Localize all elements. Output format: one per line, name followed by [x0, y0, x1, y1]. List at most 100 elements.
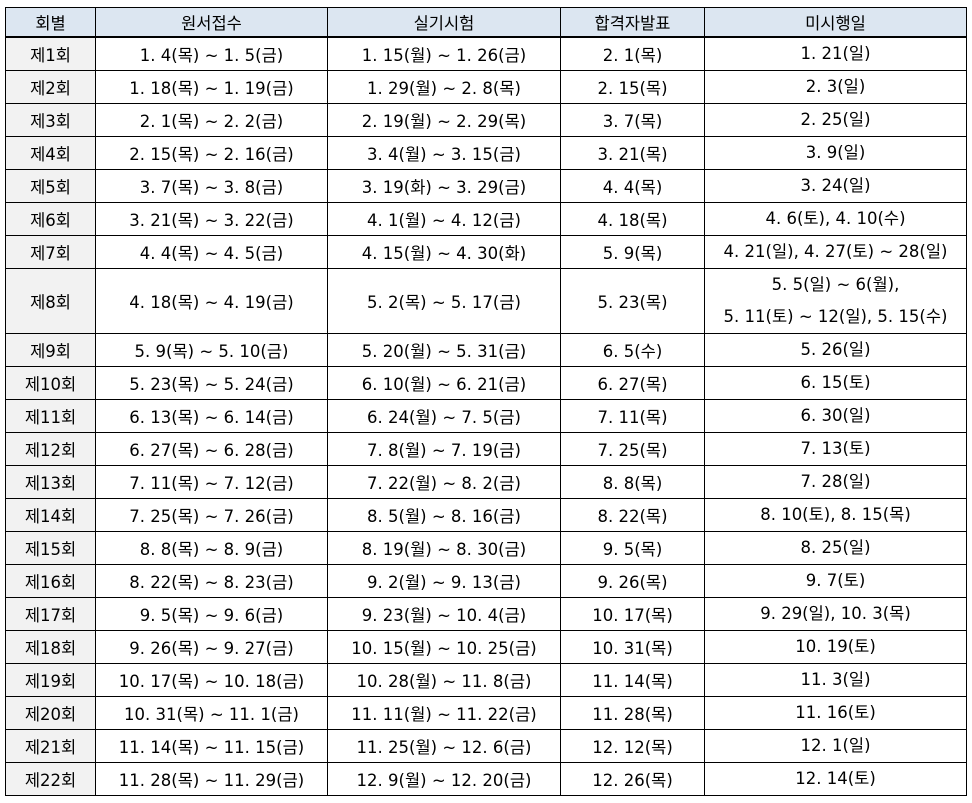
no-exam-days-cell: 4. 21(일), 4. 27(토) ~ 28(일) [704, 235, 967, 269]
exam-period-cell: 5. 2(목) ~ 5. 17(금) [327, 268, 561, 334]
round-cell: 제18회 [5, 630, 96, 664]
table-row: 제20회 10. 31(목) ~ 11. 1(금) 11. 11(월) ~ 11. … [5, 696, 967, 730]
round-cell: 제19회 [5, 663, 96, 697]
no-exam-days-line: 12. 1(일) [800, 736, 871, 755]
round-cell: 제22회 [5, 762, 96, 796]
exam-period-cell: 4. 15(월) ~ 4. 30(화) [327, 235, 561, 269]
application-period-cell: 5. 23(목) ~ 5. 24(금) [95, 366, 328, 400]
table-row: 제4회 2. 15(목) ~ 2. 16(금) 3. 4(월) ~ 3. 15(금)… [5, 136, 967, 170]
no-exam-days-line: 2. 3(일) [805, 77, 866, 96]
result-date-cell: 8. 22(목) [560, 498, 705, 532]
round-cell: 제13회 [5, 465, 96, 499]
header-result-announcement: 합격자발표 [560, 7, 705, 38]
no-exam-days-cell: 5. 5(일) ~ 6(월), 5. 11(토) ~ 12(일), 5. 15(수… [704, 268, 967, 334]
round-cell: 제1회 [5, 36, 96, 71]
result-date-cell: 3. 21(목) [560, 136, 705, 170]
round-cell: 제9회 [5, 333, 96, 367]
application-period-cell: 3. 21(목) ~ 3. 22(금) [95, 202, 328, 236]
table-row: 제1회 1. 4(목) ~ 1. 5(금) 1. 15(월) ~ 1. 26(금) 2… [5, 36, 967, 71]
no-exam-days-line: 10. 19(토) [795, 637, 876, 656]
table-row: 제9회 5. 9(목) ~ 5. 10(금) 5. 20(월) ~ 5. 31(금)… [5, 333, 967, 367]
round-cell: 제4회 [5, 136, 96, 170]
application-period-cell: 4. 18(목) ~ 4. 19(금) [95, 268, 328, 334]
application-period-cell: 8. 22(목) ~ 8. 23(금) [95, 564, 328, 598]
exam-period-cell: 10. 15(월) ~ 10. 25(금) [327, 630, 561, 664]
application-period-cell: 11. 14(목) ~ 11. 15(금) [95, 729, 328, 763]
application-period-cell: 1. 4(목) ~ 1. 5(금) [95, 36, 328, 71]
no-exam-days-line: 8. 10(토), 8. 15(목) [760, 505, 911, 524]
table-row: 제11회 6. 13(목) ~ 6. 14(금) 6. 24(월) ~ 7. 5(금… [5, 399, 967, 433]
no-exam-days-line: 5. 11(토) ~ 12(일), 5. 15(수) [723, 307, 948, 326]
table-row: 제5회 3. 7(목) ~ 3. 8(금) 3. 19(화) ~ 3. 29(금) 4… [5, 169, 967, 203]
no-exam-days-cell: 6. 30(일) [704, 399, 967, 433]
no-exam-days-cell: 6. 15(토) [704, 366, 967, 400]
exam-period-cell: 6. 10(월) ~ 6. 21(금) [327, 366, 561, 400]
header-row: 회별 원서접수 실기시험 합격자발표 미시행일 [5, 7, 967, 38]
application-period-cell: 10. 17(목) ~ 10. 18(금) [95, 663, 328, 697]
round-cell: 제11회 [5, 399, 96, 433]
no-exam-days-cell: 12. 14(토) [704, 762, 967, 796]
table-row: 제15회 8. 8(목) ~ 8. 9(금) 8. 19(월) ~ 8. 30(금)… [5, 531, 967, 565]
header-practical-exam: 실기시험 [327, 7, 561, 38]
round-cell: 제14회 [5, 498, 96, 532]
no-exam-days-line: 6. 15(토) [800, 373, 871, 392]
round-cell: 제21회 [5, 729, 96, 763]
no-exam-days-line: 1. 21(일) [800, 44, 871, 63]
exam-period-cell: 3. 4(월) ~ 3. 15(금) [327, 136, 561, 170]
exam-period-cell: 9. 23(월) ~ 10. 4(금) [327, 597, 561, 631]
table-row: 제22회 11. 28(목) ~ 11. 29(금) 12. 9(월) ~ 12. … [5, 762, 967, 796]
exam-period-cell: 1. 15(월) ~ 1. 26(금) [327, 36, 561, 71]
exam-period-cell: 3. 19(화) ~ 3. 29(금) [327, 169, 561, 203]
application-period-cell: 9. 5(목) ~ 9. 6(금) [95, 597, 328, 631]
result-date-cell: 4. 18(목) [560, 202, 705, 236]
exam-period-cell: 2. 19(월) ~ 2. 29(목) [327, 103, 561, 137]
table-row: 제6회 3. 21(목) ~ 3. 22(금) 4. 1(월) ~ 4. 12(금)… [5, 202, 967, 236]
no-exam-days-cell: 2. 3(일) [704, 70, 967, 104]
result-date-cell: 7. 11(목) [560, 399, 705, 433]
no-exam-days-line: 3. 24(일) [800, 176, 871, 195]
header-round: 회별 [5, 7, 96, 38]
no-exam-days-cell: 12. 1(일) [704, 729, 967, 763]
application-period-cell: 8. 8(목) ~ 8. 9(금) [95, 531, 328, 565]
round-cell: 제15회 [5, 531, 96, 565]
no-exam-days-line: 3. 9(일) [805, 143, 866, 162]
result-date-cell: 2. 1(목) [560, 36, 705, 71]
application-period-cell: 2. 1(목) ~ 2. 2(금) [95, 103, 328, 137]
round-cell: 제20회 [5, 696, 96, 730]
exam-period-cell: 12. 9(월) ~ 12. 20(금) [327, 762, 561, 796]
result-date-cell: 6. 5(수) [560, 333, 705, 367]
no-exam-days-line: 11. 3(일) [800, 670, 871, 689]
table-row: 제3회 2. 1(목) ~ 2. 2(금) 2. 19(월) ~ 2. 29(목) 3… [5, 103, 967, 137]
application-period-cell: 2. 15(목) ~ 2. 16(금) [95, 136, 328, 170]
no-exam-days-cell: 3. 24(일) [704, 169, 967, 203]
no-exam-days-line: 2. 25(일) [800, 110, 871, 129]
application-period-cell: 7. 25(목) ~ 7. 26(금) [95, 498, 328, 532]
round-cell: 제7회 [5, 235, 96, 269]
result-date-cell: 2. 15(목) [560, 70, 705, 104]
no-exam-days-cell: 1. 21(일) [704, 36, 967, 71]
no-exam-days-line: 7. 13(토) [800, 439, 871, 458]
round-cell: 제3회 [5, 103, 96, 137]
no-exam-days-line: 4. 6(토), 4. 10(수) [765, 209, 906, 228]
application-period-cell: 4. 4(목) ~ 4. 5(금) [95, 235, 328, 269]
result-date-cell: 10. 31(목) [560, 630, 705, 664]
exam-period-cell: 8. 5(월) ~ 8. 16(금) [327, 498, 561, 532]
result-date-cell: 4. 4(목) [560, 169, 705, 203]
round-cell: 제8회 [5, 268, 96, 334]
application-period-cell: 10. 31(목) ~ 11. 1(금) [95, 696, 328, 730]
no-exam-days-cell: 7. 28(일) [704, 465, 967, 499]
round-cell: 제5회 [5, 169, 96, 203]
no-exam-days-cell: 4. 6(토), 4. 10(수) [704, 202, 967, 236]
result-date-cell: 11. 28(목) [560, 696, 705, 730]
exam-period-cell: 11. 25(월) ~ 12. 6(금) [327, 729, 561, 763]
no-exam-days-cell: 2. 25(일) [704, 103, 967, 137]
result-date-cell: 11. 14(목) [560, 663, 705, 697]
round-cell: 제16회 [5, 564, 96, 598]
table-row: 제19회 10. 17(목) ~ 10. 18(금) 10. 28(월) ~ 11.… [5, 663, 967, 697]
exam-period-cell: 7. 22(월) ~ 8. 2(금) [327, 465, 561, 499]
round-cell: 제17회 [5, 597, 96, 631]
no-exam-days-line: 7. 28(일) [800, 472, 871, 491]
no-exam-days-cell: 11. 3(일) [704, 663, 967, 697]
header-no-exam-days: 미시행일 [704, 7, 967, 38]
application-period-cell: 5. 9(목) ~ 5. 10(금) [95, 333, 328, 367]
